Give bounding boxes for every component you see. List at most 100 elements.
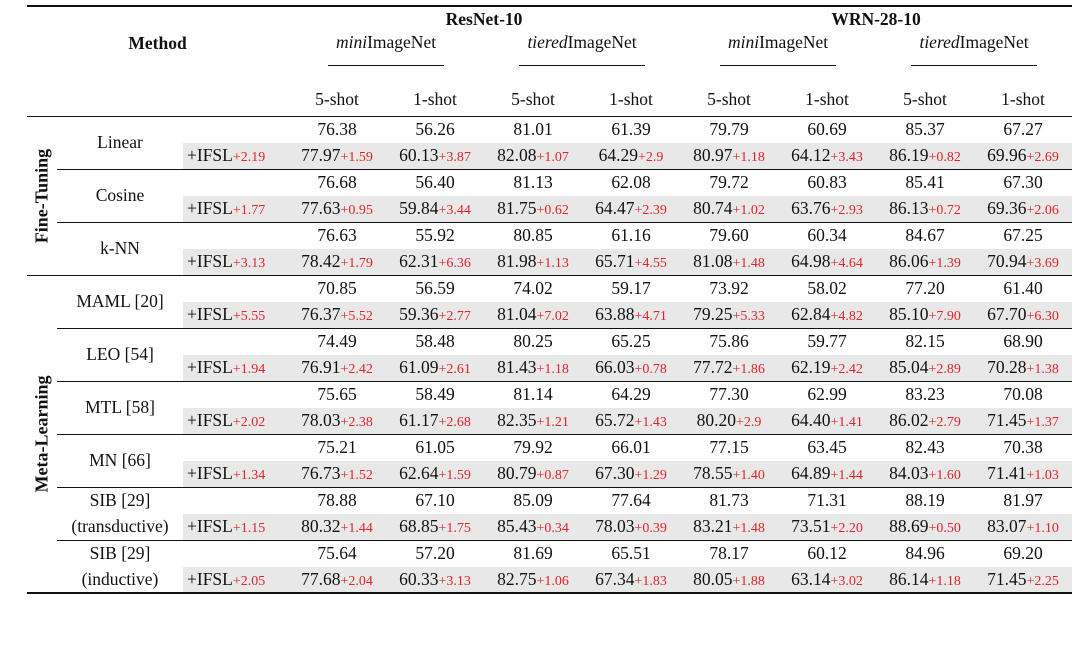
baseline-value: 60.12 <box>807 543 847 563</box>
ifsl-value-cell: 68.85+1.75 <box>386 513 485 540</box>
ifsl-gain: +1.48 <box>732 521 765 536</box>
baseline-value: 81.73 <box>709 490 749 510</box>
ifsl-gain: +0.50 <box>928 521 961 536</box>
ifsl-gain: +2.04 <box>340 573 373 589</box>
ifsl-value-cell: 78.42+1.79 <box>288 248 387 275</box>
ifsl-value: 81.08 <box>693 251 733 271</box>
table-row-ifsl: (transductive) +IFSL+1.15 80.32+1.44 68.85+… <box>27 513 1073 540</box>
baseline-value: 81.97 <box>1003 490 1043 510</box>
baseline-value: 59.17 <box>611 278 651 298</box>
ifsl-value-cell: 71.45+2.25 <box>974 566 1073 593</box>
ifsl-gain: +2.39 <box>634 203 667 218</box>
ifsl-value: 61.09 <box>399 357 439 377</box>
ifsl-value-cell: 60.13+3.87 <box>386 142 485 169</box>
ifsl-value: 84.03 <box>889 463 929 483</box>
ifsl-label-cell: +IFSL+1.77 <box>183 195 289 222</box>
table-row-baseline: LEO [54] 74.49 58.48 80.25 65.25 75.86 59.77 82… <box>27 328 1073 364</box>
ifsl-value: 80.97 <box>693 145 733 165</box>
ifsl-value-cell: 82.75+1.06 <box>484 566 583 593</box>
baseline-value: 61.16 <box>611 225 651 245</box>
ifsl-value: 78.55 <box>693 463 733 483</box>
ifsl-value-cell: 67.30+1.29 <box>582 460 681 487</box>
shot-header: 1-shot <box>1001 89 1045 110</box>
ifsl-value: 81.98 <box>497 251 537 271</box>
baseline-value: 79.79 <box>709 119 749 139</box>
ifsl-value-cell: 69.36+2.06 <box>974 195 1073 222</box>
ifsl-gain: +1.60 <box>928 468 961 483</box>
ifsl-value-cell: 80.32+1.44 <box>288 513 387 540</box>
ifsl-value: 85.04 <box>889 357 929 377</box>
ifsl-value-cell: 79.25+5.33 <box>680 301 779 328</box>
ifsl-value-cell: 76.91+2.42 <box>288 354 387 381</box>
ifsl-value: 62.31 <box>399 251 439 271</box>
ifsl-gain: +1.38 <box>1026 362 1059 377</box>
ifsl-gain: +0.62 <box>536 203 569 218</box>
baseline-value: 67.10 <box>415 490 455 510</box>
ifsl-value: 64.12 <box>791 145 831 165</box>
ifsl-gain: +6.30 <box>1026 309 1059 324</box>
ifsl-gain: +2.77 <box>438 309 471 324</box>
baseline-value: 81.13 <box>513 172 553 192</box>
ifsl-gain: +2.89 <box>928 362 961 377</box>
ifsl-value-cell: 67.34+1.83 <box>582 566 681 593</box>
ifsl-value-cell: 64.89+1.44 <box>778 460 877 487</box>
method-name: k-NN <box>100 238 140 258</box>
ifsl-average-gain: +2.05 <box>232 573 266 589</box>
ifsl-gain: +1.86 <box>732 362 765 377</box>
ifsl-value-cell: 80.74+1.02 <box>680 195 779 222</box>
ifsl-value: 69.36 <box>987 198 1027 218</box>
ifsl-average-gain: +1.15 <box>232 521 266 536</box>
table-row-ifsl: +IFSL+1.34 76.73+1.52 62.64+1.59 80.79+0.87… <box>27 460 1073 487</box>
ifsl-label-cell: +IFSL+2.02 <box>183 407 289 434</box>
ifsl-gain: +7.02 <box>536 309 569 324</box>
ifsl-spacer <box>183 487 288 514</box>
ifsl-value: 86.19 <box>889 145 929 165</box>
ifsl-spacer <box>183 434 288 461</box>
baseline-value: 76.63 <box>317 225 357 245</box>
ifsl-gain: +5.33 <box>732 309 765 324</box>
ifsl-value-cell: 64.98+4.64 <box>778 248 877 275</box>
ifsl-value-cell: 65.71+4.55 <box>582 248 681 275</box>
baseline-value: 76.68 <box>317 172 357 192</box>
method-name: Linear <box>97 132 143 152</box>
ifsl-value-cell: 86.14+1.18 <box>876 566 975 593</box>
ifsl-value-cell: 59.36+2.77 <box>386 301 485 328</box>
ifsl-value: 86.06 <box>889 251 929 271</box>
ifsl-spacer <box>183 540 288 567</box>
group-label-cell: Fine-Tuning <box>27 116 57 275</box>
ifsl-value: 83.07 <box>987 516 1027 536</box>
ifsl-value-cell: 62.31+6.36 <box>386 248 485 275</box>
baseline-value: 60.34 <box>807 225 847 245</box>
ifsl-value-cell: 69.96+2.69 <box>974 142 1073 169</box>
baseline-value: 56.40 <box>415 172 455 192</box>
backbone-header-resnet: ResNet-10 <box>445 9 523 29</box>
ifsl-gain: +2.38 <box>340 415 373 430</box>
baseline-value: 78.17 <box>709 543 749 563</box>
ifsl-value-cell: 85.43+0.34 <box>484 513 583 540</box>
baseline-value: 76.38 <box>317 119 357 139</box>
baseline-value: 70.38 <box>1003 437 1043 457</box>
ifsl-value-cell: 77.68+2.04 <box>288 566 387 593</box>
ifsl-gain: +1.18 <box>928 573 961 589</box>
backbone-header-wrn: WRN-28-10 <box>831 9 921 29</box>
ifsl-gain: +1.88 <box>732 573 765 589</box>
ifsl-value: 62.64 <box>399 463 439 483</box>
baseline-value: 64.29 <box>611 384 651 404</box>
ifsl-spacer <box>183 381 288 408</box>
ifsl-value-cell: 63.88+4.71 <box>582 301 681 328</box>
ifsl-value: 80.79 <box>497 463 537 483</box>
ifsl-gain: +7.90 <box>928 309 961 324</box>
ifsl-value-cell: 82.35+1.21 <box>484 407 583 434</box>
ifsl-gain: +1.37 <box>1026 415 1059 430</box>
baseline-value: 84.96 <box>905 543 945 563</box>
table-row-ifsl: +IFSL+2.02 78.03+2.38 61.17+2.68 82.35+1.21… <box>27 407 1073 434</box>
ifsl-value-cell: 81.43+1.18 <box>484 354 583 381</box>
ifsl-label-cell: +IFSL+5.55 <box>183 301 289 328</box>
table-row-baseline: Cosine 76.68 56.40 81.13 62.08 79.72 60.83 85.4… <box>27 169 1073 205</box>
baseline-value: 85.37 <box>905 119 945 139</box>
ifsl-value: 67.70 <box>987 304 1027 324</box>
baseline-value: 79.72 <box>709 172 749 192</box>
ifsl-value: 76.37 <box>301 304 341 324</box>
ifsl-value-cell: 80.05+1.88 <box>680 566 779 593</box>
dataset-header: miniImageNet <box>680 32 876 66</box>
